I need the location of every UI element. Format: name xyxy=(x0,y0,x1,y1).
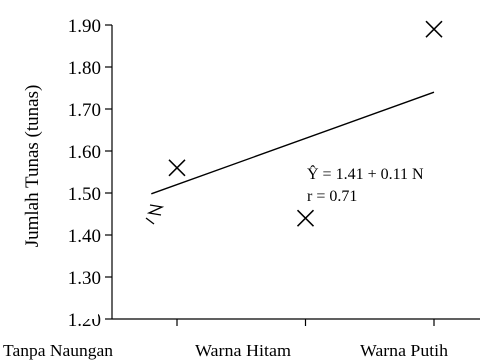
axis-label-mask xyxy=(82,305,98,319)
correlation-coefficient: r = 0.71 xyxy=(307,188,357,205)
regression-equation: Ŷ = 1.41 + 0.11 N xyxy=(307,164,424,183)
data-point xyxy=(296,209,315,227)
y-tick-label: 1.60 xyxy=(68,142,101,163)
y-tick-label: 1.40 xyxy=(68,226,101,247)
trendline xyxy=(151,91,435,195)
data-point-group xyxy=(168,20,443,227)
y-tick-group: 1.901.801.701.601.501.401.301.20 xyxy=(68,16,112,331)
x-tick-group: Tanpa Naungan Warna Hitam Warna Putih xyxy=(3,319,449,360)
y-tick-label: 1.30 xyxy=(68,268,101,289)
data-point xyxy=(168,159,186,177)
y-axis-label: Jumlah Tunas (tunas) xyxy=(22,85,43,248)
y-tick-label: 1.80 xyxy=(68,58,101,79)
y-tick-label: 1.70 xyxy=(68,100,101,121)
x-tick-label: Tanpa Naungan xyxy=(3,341,114,360)
y-tick-label: 1.90 xyxy=(68,16,101,37)
data-point xyxy=(425,20,443,38)
x-tick-label: Warna Hitam xyxy=(195,341,291,360)
y-tick-label: 1.50 xyxy=(68,184,101,205)
axis-break-icon xyxy=(145,204,165,225)
x-tick-label: Warna Putih xyxy=(360,341,449,360)
